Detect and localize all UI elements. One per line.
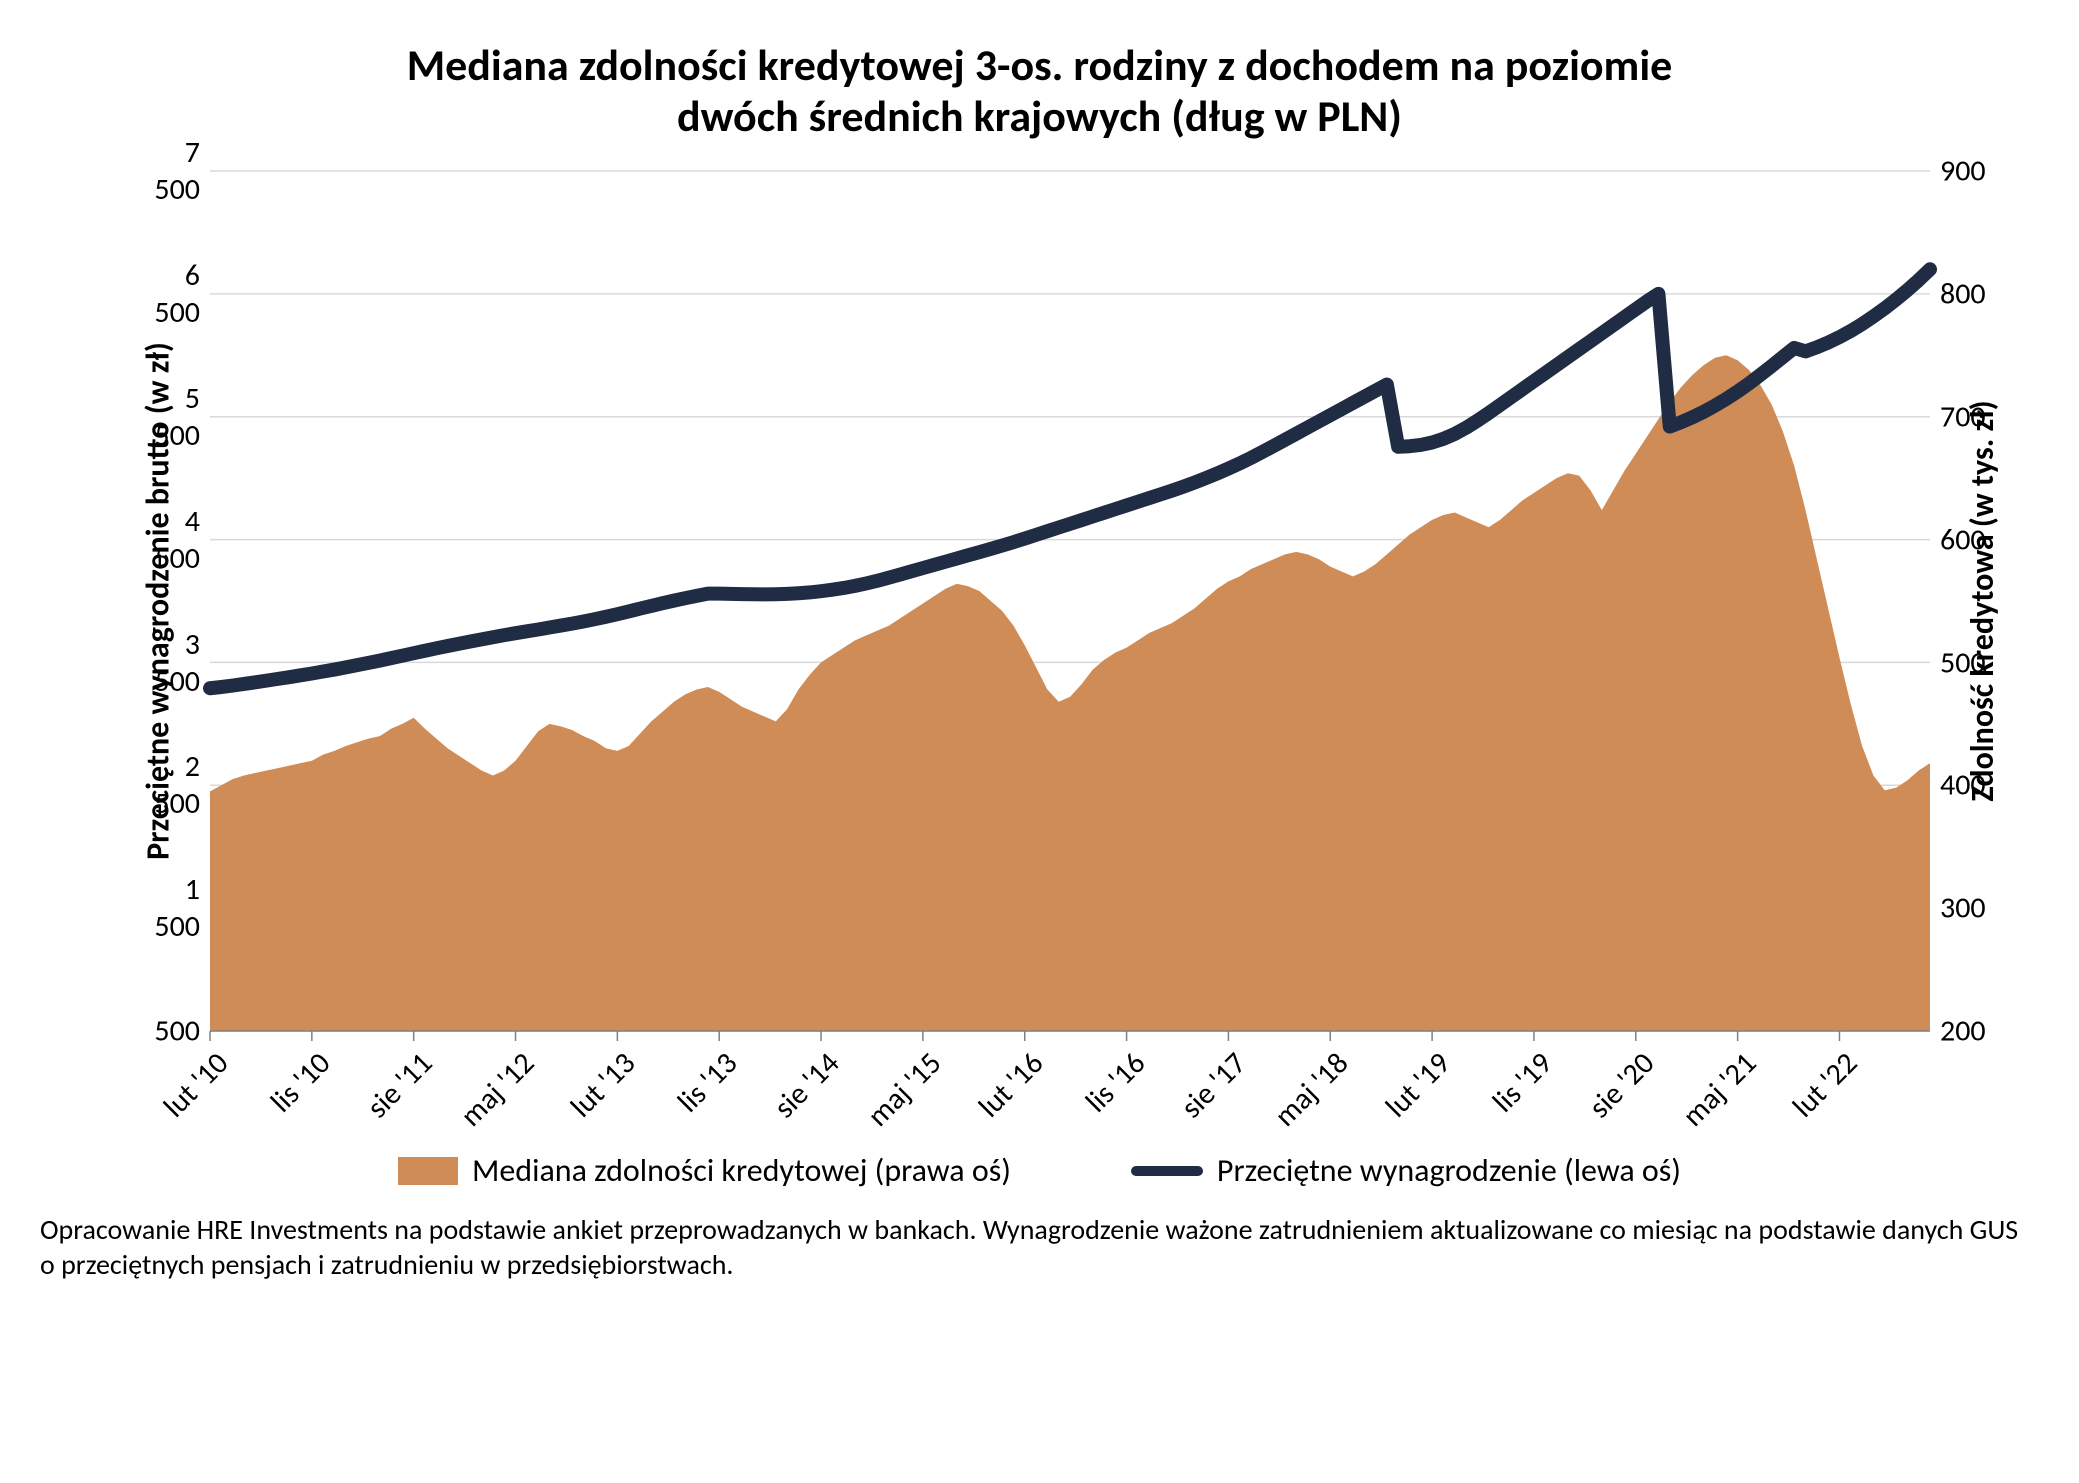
legend: Mediana zdolności kredytowej (prawa oś) P…	[40, 1151, 2039, 1190]
y-left-tick: 4 500	[154, 503, 210, 577]
legend-swatch-line-icon	[1131, 1166, 1203, 1176]
x-tick: maj '12	[452, 1045, 541, 1134]
legend-label: Przeciętne wynagrodzenie (lewa oś)	[1217, 1151, 1681, 1190]
x-tick: sie '20	[1581, 1045, 1662, 1126]
x-tick: sie '14	[766, 1045, 847, 1126]
y-right-tick: 400	[1930, 767, 1986, 804]
y-right-tick: 300	[1930, 890, 1986, 927]
y-left-tick: 7 500	[154, 134, 210, 208]
chart-title-line1: Mediana zdolności kredytowej 3-os. rodzi…	[407, 38, 1673, 92]
y-left-tick: 1 500	[154, 871, 210, 945]
y-right-tick: 200	[1930, 1013, 1986, 1050]
y-left-tick: 6 500	[154, 257, 210, 331]
x-tick: maj '21	[1674, 1045, 1763, 1134]
legend-item: Przeciętne wynagrodzenie (lewa oś)	[1131, 1151, 1681, 1190]
chart-title-line2: dwóch średnich krajowych (dług w PLN)	[677, 89, 1402, 143]
y-left-tick: 3 500	[154, 626, 210, 700]
plot-area: Przeciętne wynagrodzenie brutto (w zł) Z…	[210, 171, 1930, 1031]
x-tick: lis '10	[263, 1045, 338, 1120]
y-left-tick: 500	[154, 1013, 210, 1050]
y-right-tick: 900	[1930, 153, 1986, 190]
x-tick: sie '17	[1174, 1045, 1255, 1126]
y-right-tick: 800	[1930, 276, 1986, 313]
x-tick: lis '13	[670, 1045, 745, 1120]
y-left-tick: 5 500	[154, 380, 210, 454]
legend-swatch-area-icon	[398, 1157, 458, 1185]
x-tick: lis '16	[1078, 1045, 1153, 1120]
plot-svg	[210, 171, 1930, 1043]
chart-footnote: Opracowanie HRE Investments na podstawie…	[40, 1212, 2039, 1282]
x-tick: lut '13	[563, 1045, 643, 1125]
y-right-tick: 700	[1930, 398, 1986, 435]
x-tick: lis '19	[1485, 1045, 1560, 1120]
x-tick: lut '19	[1378, 1045, 1458, 1125]
x-tick: maj '15	[860, 1045, 949, 1134]
chart-title: Mediana zdolności kredytowej 3-os. rodzi…	[90, 40, 1990, 141]
x-tick: sie '11	[359, 1045, 440, 1126]
x-tick: lut '16	[971, 1045, 1051, 1125]
legend-item: Mediana zdolności kredytowej (prawa oś)	[398, 1151, 1011, 1190]
y-right-tick: 500	[1930, 644, 1986, 681]
chart-container: Mediana zdolności kredytowej 3-os. rodzi…	[0, 0, 2079, 1483]
y-axis-right-label: Zdolność kredytowa (w tys. zł)	[1963, 401, 2002, 802]
x-tick: maj '18	[1267, 1045, 1356, 1134]
x-tick: lut '10	[156, 1045, 236, 1125]
x-tick: lut '22	[1785, 1045, 1865, 1125]
legend-label: Mediana zdolności kredytowej (prawa oś)	[472, 1151, 1011, 1190]
y-left-tick: 2 500	[154, 748, 210, 822]
area-series-credit-capacity	[210, 355, 1930, 1031]
y-right-tick: 600	[1930, 521, 1986, 558]
